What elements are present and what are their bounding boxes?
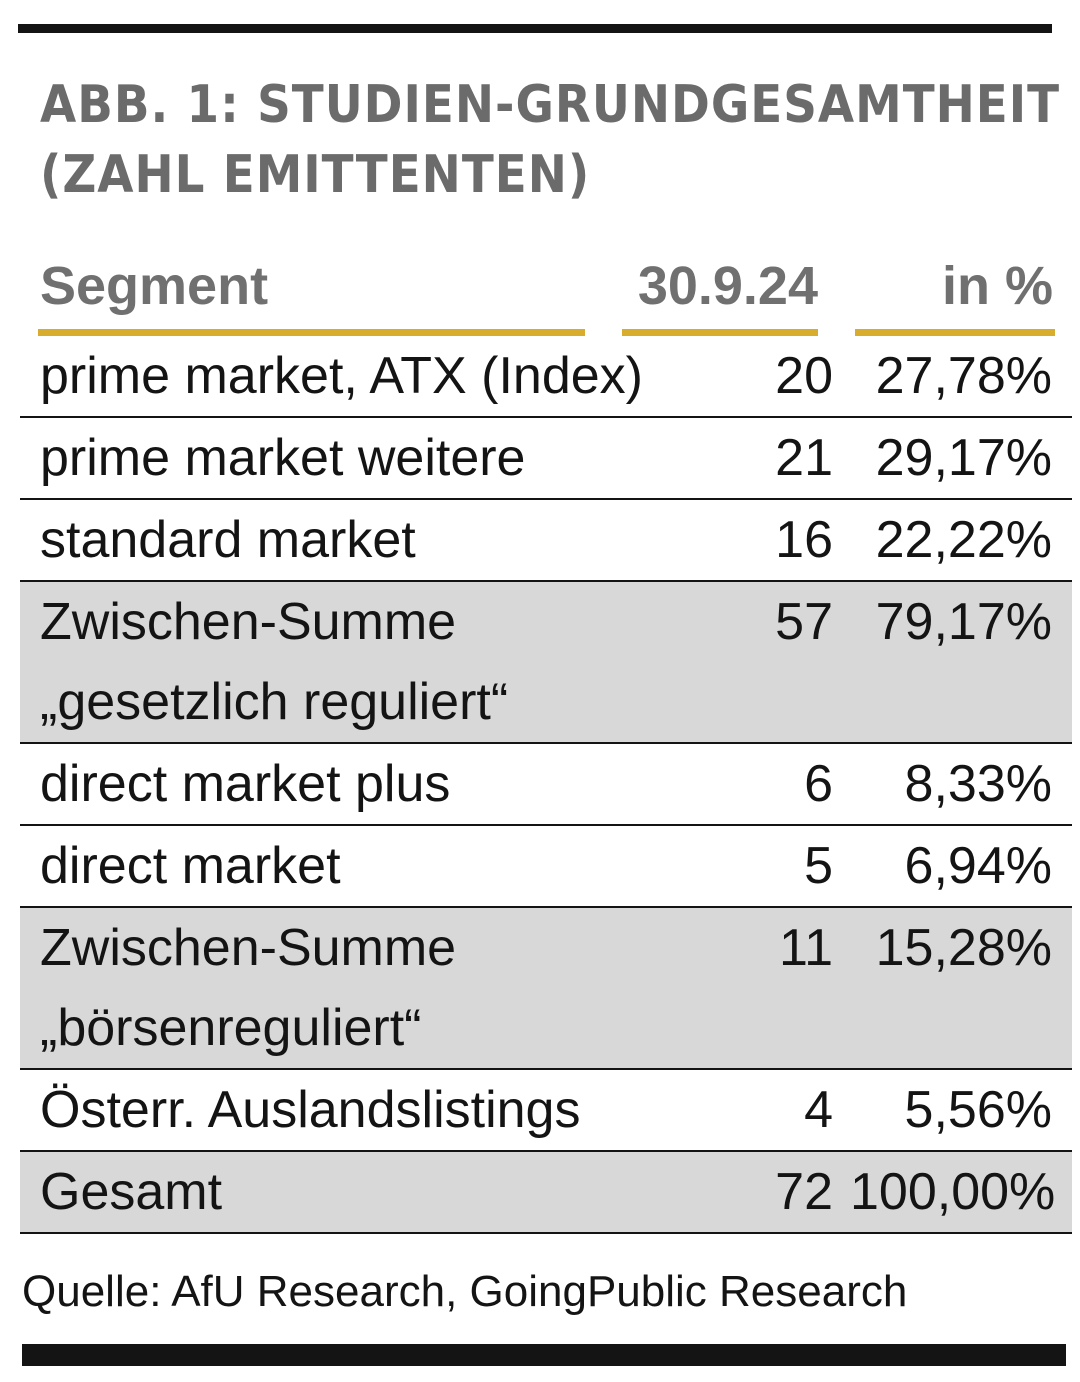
count-cell: 57 bbox=[775, 593, 833, 651]
segment-cell: direct market plus bbox=[40, 755, 451, 813]
percent-cell: 29,17% bbox=[875, 429, 1052, 487]
segment-cell: direct market bbox=[40, 837, 341, 895]
column-header-date: 30.9.24 bbox=[637, 256, 818, 316]
percent-cell: 22,22% bbox=[875, 511, 1052, 569]
count-cell: 16 bbox=[775, 511, 833, 569]
column-header-segment: Segment bbox=[40, 256, 269, 316]
table-row: prime market weitere 21 29,17% bbox=[20, 418, 1072, 500]
subtotal-row: Zwischen-Summe „börsenreguliert“ 11 15,2… bbox=[20, 908, 1072, 1070]
segment-cell: standard market bbox=[40, 511, 416, 569]
top-rule bbox=[18, 24, 1052, 33]
percent-cell: 100,00% bbox=[850, 1163, 1056, 1221]
segment-line-2: „gesetzlich reguliert“ bbox=[40, 673, 509, 731]
title-line-1: ABB. 1: STUDIEN-GRUNDGESAMTHEIT bbox=[40, 75, 1061, 135]
header-underline-percent bbox=[855, 329, 1055, 336]
segment-cell: Gesamt bbox=[40, 1163, 223, 1221]
segment-cell: Zwischen-Summe „gesetzlich reguliert“ bbox=[40, 582, 740, 742]
subtotal-row: Zwischen-Summe „gesetzlich reguliert“ 57… bbox=[20, 582, 1072, 744]
header-underline-segment bbox=[38, 329, 585, 336]
table-row: standard market 16 22,22% bbox=[20, 500, 1072, 582]
count-cell: 4 bbox=[804, 1081, 833, 1139]
segment-line-1: Zwischen-Summe bbox=[40, 919, 457, 977]
count-cell: 5 bbox=[804, 837, 833, 895]
figure-title: ABB. 1: STUDIEN-GRUNDGESAMTHEIT (ZAHL EM… bbox=[40, 70, 1061, 210]
count-cell: 11 bbox=[779, 919, 833, 977]
table-row: Österr. Auslandslistings 4 5,56% bbox=[20, 1070, 1072, 1152]
segment-cell: prime market, ATX (Index) bbox=[40, 347, 643, 405]
count-cell: 72 bbox=[775, 1163, 833, 1221]
percent-cell: 15,28% bbox=[875, 919, 1052, 977]
header-underline-date bbox=[622, 329, 818, 336]
percent-cell: 5,56% bbox=[904, 1081, 1052, 1139]
segment-line-2: „börsenreguliert“ bbox=[40, 999, 422, 1057]
percent-cell: 8,33% bbox=[904, 755, 1052, 813]
source-note: Quelle: AfU Research, GoingPublic Resear… bbox=[22, 1267, 908, 1316]
count-cell: 20 bbox=[775, 347, 833, 405]
bottom-rule bbox=[22, 1344, 1066, 1366]
percent-cell: 27,78% bbox=[875, 347, 1052, 405]
percent-cell: 6,94% bbox=[904, 837, 1052, 895]
total-row: Gesamt 72 100,00% bbox=[20, 1152, 1072, 1234]
percent-cell: 79,17% bbox=[875, 593, 1052, 651]
table-row: direct market plus 6 8,33% bbox=[20, 744, 1072, 826]
count-cell: 21 bbox=[775, 429, 833, 487]
table-row: direct market 5 6,94% bbox=[20, 826, 1072, 908]
count-cell: 6 bbox=[804, 755, 833, 813]
table-row: prime market, ATX (Index) 20 27,78% bbox=[20, 336, 1072, 418]
segment-cell: Zwischen-Summe „börsenreguliert“ bbox=[40, 908, 740, 1068]
column-header-percent: in % bbox=[941, 256, 1053, 316]
data-table: prime market, ATX (Index) 20 27,78% prim… bbox=[20, 336, 1072, 1234]
segment-cell: Österr. Auslandslistings bbox=[40, 1081, 581, 1139]
title-line-2: (ZAHL EMITTENTEN) bbox=[40, 145, 591, 205]
segment-cell: prime market weitere bbox=[40, 429, 526, 487]
segment-line-1: Zwischen-Summe bbox=[40, 593, 457, 651]
